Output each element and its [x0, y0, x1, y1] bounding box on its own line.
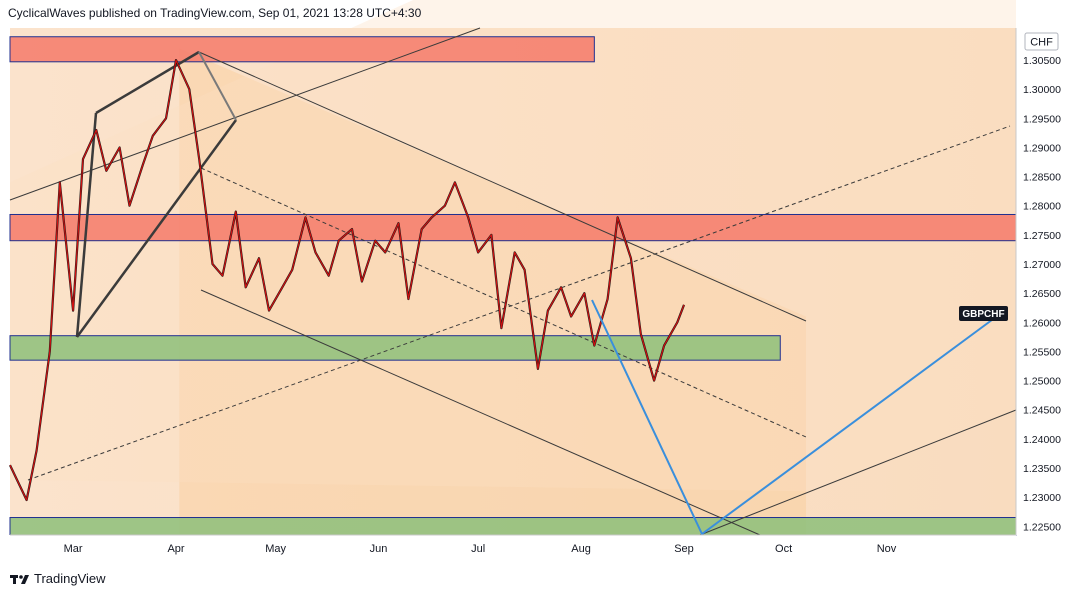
resistance-zone-0 [9, 36, 595, 63]
channel-fill [179, 48, 807, 536]
price-axis-background [1016, 28, 1079, 535]
x-tick-label: Mar [64, 543, 83, 555]
tradingview-logo-icon [10, 574, 29, 584]
y-tick-label: 1.22500 [1023, 521, 1061, 533]
y-tick-label: 1.29000 [1023, 142, 1061, 154]
tradingview-brand-text: TradingView [34, 571, 106, 586]
trendlines-layer [9, 27, 1017, 536]
y-tick-label: 1.26500 [1023, 288, 1061, 300]
y-tick-label: 1.30500 [1023, 55, 1061, 67]
rising-dashed-trendline [27, 125, 1011, 481]
x-tick-label: Sep [674, 543, 694, 555]
currency-badge[interactable]: CHF [1024, 32, 1059, 51]
y-tick-label: 1.23500 [1023, 463, 1061, 475]
symbol-label: GBPCHF [962, 309, 1004, 320]
publisher-header: CyclicalWaves published on TradingView.c… [8, 6, 422, 20]
support-zone-2 [9, 335, 781, 361]
upper-trendline [9, 27, 481, 201]
y-tick-label: 1.27000 [1023, 259, 1061, 271]
descending-channel-bottom [200, 289, 761, 536]
flag-top [95, 50, 200, 115]
x-tick-label: Jun [370, 543, 388, 555]
x-tick-label: Aug [571, 543, 591, 555]
flag-pole-left [75, 112, 98, 338]
resistance-zone-1 [9, 213, 1017, 242]
projection-path [591, 299, 1001, 536]
plot-background [10, 28, 1016, 535]
y-tick-label: 1.27500 [1023, 230, 1061, 242]
x-tick-label: May [265, 543, 286, 555]
x-tick-label: Jul [471, 543, 485, 555]
symbol-price-label[interactable]: GBPCHF [959, 306, 1008, 321]
footer-brand[interactable]: TradingView [10, 571, 106, 586]
time-axis-background [0, 535, 1016, 559]
y-tick-label: 1.25500 [1023, 346, 1061, 358]
upper-channel-fill [10, 0, 1016, 492]
y-tick-label: 1.23000 [1023, 492, 1061, 504]
descending-channel-mid [200, 167, 807, 438]
x-tick-label: Nov [877, 543, 897, 555]
x-tick-label: Oct [775, 543, 792, 555]
y-tick-label: 1.24500 [1023, 405, 1061, 417]
flag-diagonal [75, 119, 238, 338]
y-tick-label: 1.24000 [1023, 434, 1061, 446]
y-tick-label: 1.28500 [1023, 172, 1061, 184]
lower-rising-trendline [699, 409, 1017, 536]
time-axis[interactable]: Mar Apr May Jun Jul Aug Sep Oct Nov [64, 543, 897, 555]
currency-label: CHF [1030, 37, 1053, 49]
y-tick-label: 1.26000 [1023, 317, 1061, 329]
channel-fills [10, 0, 1016, 536]
price-axis[interactable]: 1.30500 1.30000 1.29500 1.29000 1.28500 1.280… [1023, 55, 1061, 533]
y-tick-label: 1.30000 [1023, 84, 1061, 96]
y-tick-label: 1.25000 [1023, 376, 1061, 388]
flag-right [198, 51, 237, 121]
support-zone-3 [9, 517, 1017, 536]
overlay-layer [591, 299, 1001, 536]
price-layer [9, 59, 686, 502]
price-line [9, 59, 685, 501]
y-tick-label: 1.28000 [1023, 201, 1061, 213]
y-tick-label: 1.29500 [1023, 113, 1061, 125]
descending-channel-top [198, 51, 807, 322]
x-tick-label: Apr [167, 543, 184, 555]
